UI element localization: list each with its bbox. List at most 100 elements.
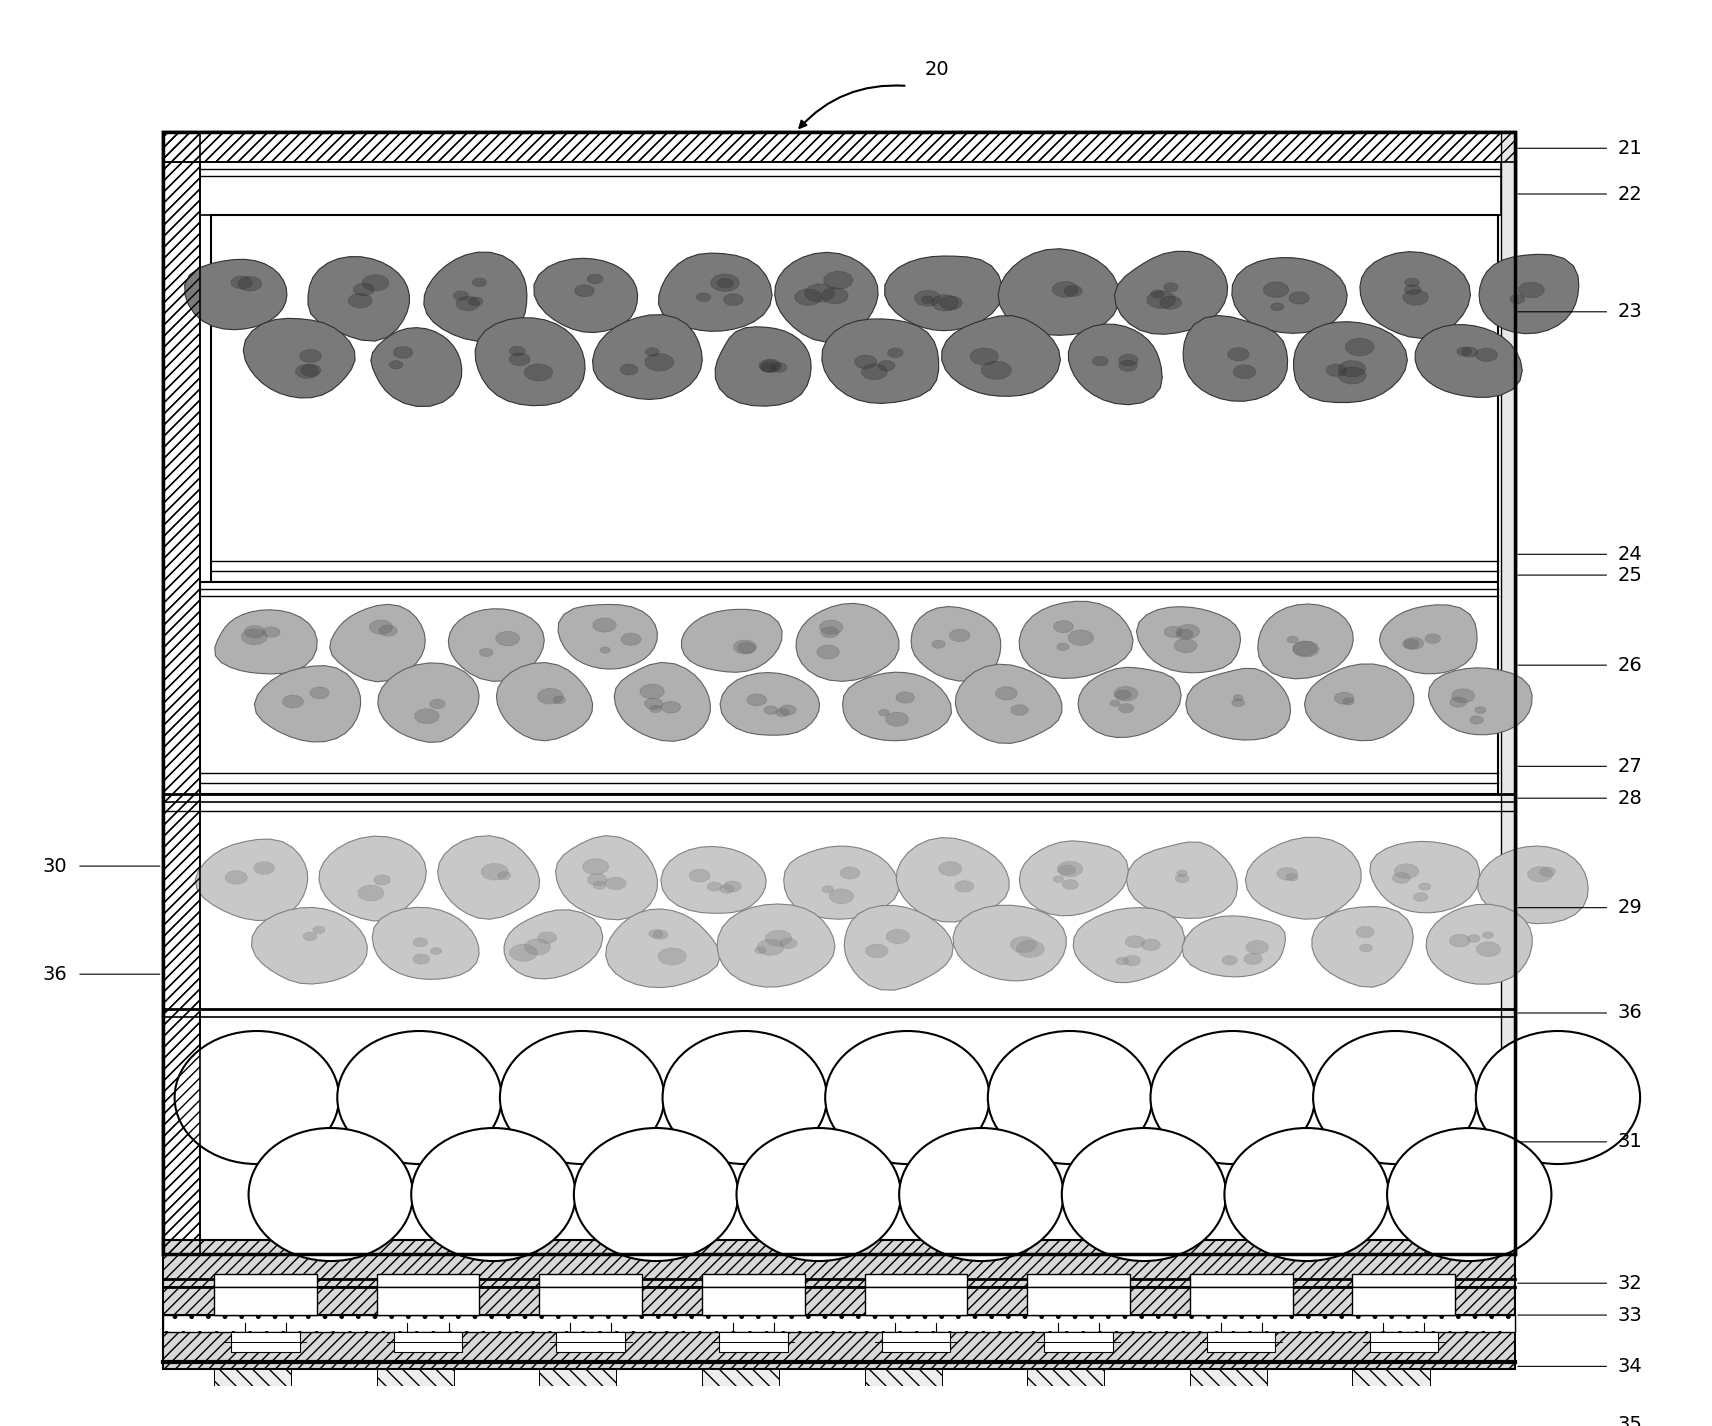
Polygon shape: [661, 702, 681, 713]
Polygon shape: [363, 275, 389, 291]
Text: 33: 33: [1618, 1306, 1642, 1325]
Polygon shape: [372, 328, 462, 406]
Bar: [1190, 1369, 1267, 1397]
Polygon shape: [844, 906, 954, 990]
Polygon shape: [841, 867, 859, 880]
Bar: [1027, 1369, 1104, 1397]
Polygon shape: [1183, 915, 1286, 977]
Text: 36: 36: [43, 964, 67, 984]
Polygon shape: [1164, 626, 1183, 637]
Bar: [1027, 1288, 1130, 1315]
Circle shape: [175, 1031, 339, 1164]
Circle shape: [1224, 1128, 1388, 1261]
Polygon shape: [940, 297, 962, 309]
Polygon shape: [255, 666, 361, 742]
Polygon shape: [1186, 669, 1291, 740]
Bar: [214, 1288, 317, 1315]
Polygon shape: [765, 930, 793, 947]
Polygon shape: [1426, 904, 1532, 984]
Polygon shape: [1012, 704, 1029, 716]
Polygon shape: [1116, 957, 1128, 965]
Polygon shape: [1356, 927, 1375, 938]
Text: 27: 27: [1618, 757, 1642, 776]
Polygon shape: [1406, 278, 1419, 287]
Polygon shape: [659, 252, 772, 331]
Polygon shape: [866, 944, 889, 958]
Bar: [214, 1273, 317, 1288]
Polygon shape: [1120, 354, 1138, 366]
Polygon shape: [971, 348, 998, 365]
Polygon shape: [1164, 282, 1178, 291]
Polygon shape: [372, 907, 479, 980]
Bar: [539, 1369, 616, 1397]
Bar: [163, 1243, 1515, 1253]
Circle shape: [899, 1128, 1063, 1261]
Polygon shape: [264, 627, 281, 637]
Polygon shape: [697, 292, 710, 301]
Polygon shape: [762, 364, 776, 372]
Polygon shape: [1245, 837, 1361, 920]
Circle shape: [500, 1031, 664, 1164]
Circle shape: [736, 1128, 901, 1261]
Polygon shape: [1126, 841, 1238, 918]
Circle shape: [1387, 1128, 1551, 1261]
Polygon shape: [1065, 285, 1082, 297]
Polygon shape: [724, 294, 743, 305]
Polygon shape: [781, 938, 798, 948]
Polygon shape: [758, 359, 781, 372]
Polygon shape: [1053, 876, 1063, 883]
Polygon shape: [1370, 841, 1479, 913]
Polygon shape: [296, 364, 318, 378]
Circle shape: [1313, 1031, 1477, 1164]
Polygon shape: [931, 640, 945, 649]
Polygon shape: [1287, 636, 1298, 643]
Bar: [163, 131, 1515, 1253]
Polygon shape: [253, 861, 274, 874]
Polygon shape: [1359, 251, 1471, 338]
Polygon shape: [438, 836, 539, 920]
Polygon shape: [1416, 325, 1522, 398]
Polygon shape: [1311, 907, 1414, 987]
Polygon shape: [1457, 347, 1472, 356]
Polygon shape: [1073, 907, 1185, 983]
Polygon shape: [481, 863, 508, 880]
Polygon shape: [998, 248, 1120, 335]
Polygon shape: [358, 886, 383, 901]
Circle shape: [248, 1128, 413, 1261]
Polygon shape: [1402, 639, 1419, 649]
Polygon shape: [721, 673, 820, 736]
Polygon shape: [717, 278, 733, 288]
Polygon shape: [1289, 292, 1310, 304]
Polygon shape: [1339, 366, 1366, 384]
Polygon shape: [1462, 347, 1477, 356]
Polygon shape: [252, 907, 368, 984]
Polygon shape: [794, 289, 822, 305]
Polygon shape: [1477, 846, 1589, 924]
Polygon shape: [823, 271, 853, 289]
Polygon shape: [615, 663, 710, 742]
Polygon shape: [1109, 700, 1120, 706]
Polygon shape: [510, 352, 531, 365]
Bar: [1190, 1288, 1293, 1315]
Bar: [539, 1273, 642, 1288]
Circle shape: [663, 1031, 827, 1164]
Polygon shape: [1339, 361, 1366, 376]
Polygon shape: [430, 699, 445, 709]
Circle shape: [988, 1031, 1152, 1164]
Polygon shape: [842, 672, 952, 740]
Polygon shape: [431, 948, 442, 954]
Bar: [211, 215, 1498, 582]
Polygon shape: [724, 881, 741, 891]
Polygon shape: [822, 319, 938, 404]
Polygon shape: [620, 364, 639, 375]
Polygon shape: [645, 697, 663, 709]
Polygon shape: [1120, 361, 1137, 371]
Polygon shape: [885, 712, 909, 726]
Polygon shape: [473, 278, 486, 287]
Polygon shape: [389, 361, 402, 369]
Polygon shape: [1118, 703, 1133, 713]
Polygon shape: [1019, 602, 1133, 679]
Polygon shape: [510, 944, 538, 961]
Polygon shape: [1176, 874, 1190, 883]
Circle shape: [1061, 1128, 1226, 1261]
